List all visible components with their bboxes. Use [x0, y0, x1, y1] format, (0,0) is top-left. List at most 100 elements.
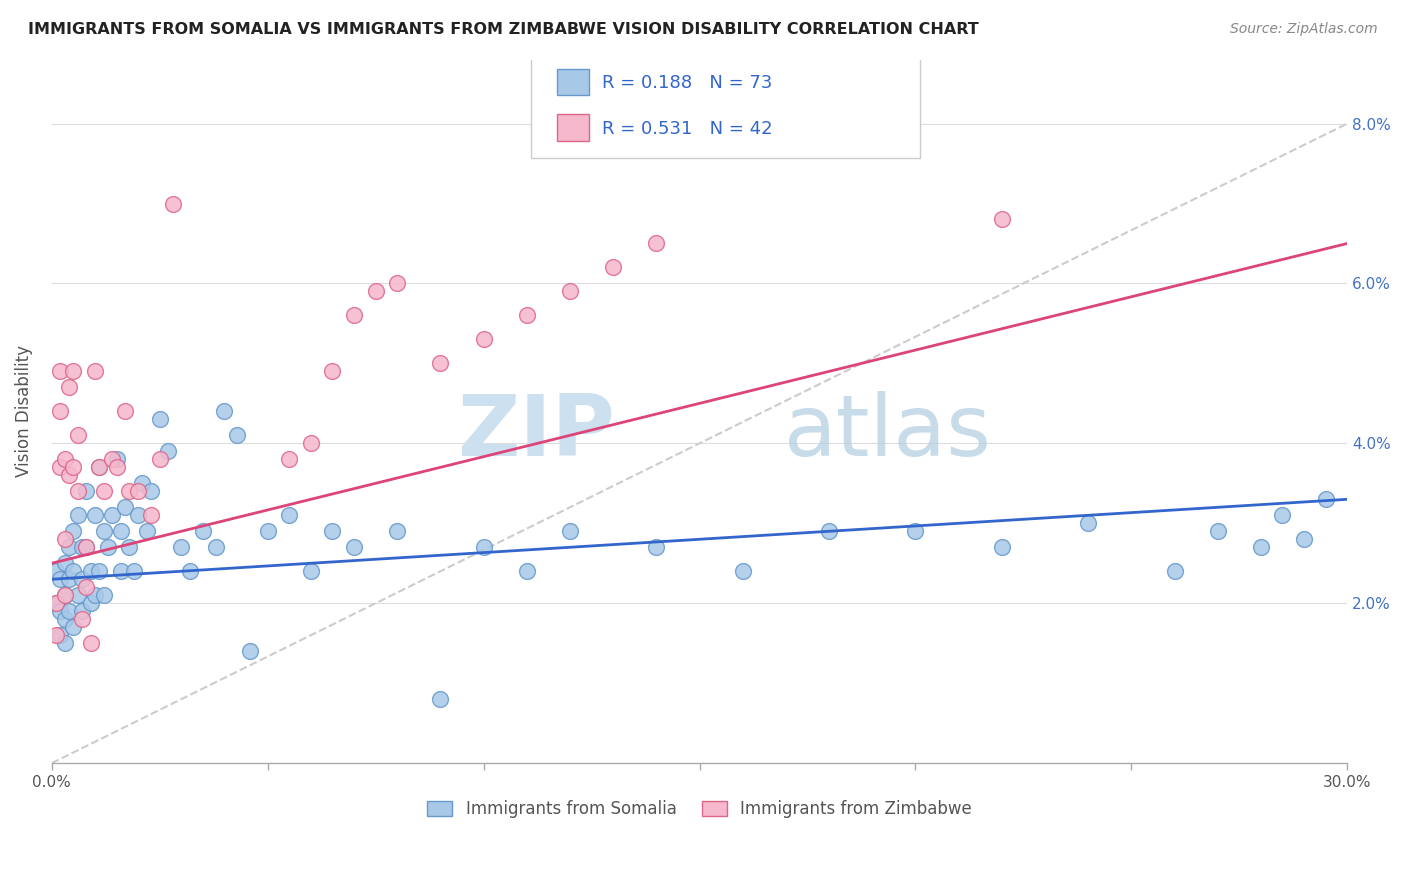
- Point: [53, 533, 76, 547]
- Point: [321, 524, 343, 539]
- Point: [387, 524, 409, 539]
- Legend: Immigrants from Somalia, Immigrants from Zimbabwe: Immigrants from Somalia, Immigrants from…: [420, 794, 979, 825]
- Point: [179, 564, 201, 578]
- Text: R = 0.531   N = 42: R = 0.531 N = 42: [602, 120, 773, 138]
- Point: [62, 564, 84, 578]
- FancyBboxPatch shape: [557, 114, 589, 141]
- Point: [991, 212, 1014, 227]
- Point: [1315, 492, 1337, 507]
- Point: [53, 452, 76, 467]
- Point: [49, 572, 72, 586]
- Point: [191, 524, 214, 539]
- Point: [58, 572, 80, 586]
- Point: [149, 452, 172, 467]
- Point: [991, 541, 1014, 555]
- Point: [70, 541, 93, 555]
- Point: [79, 596, 101, 610]
- Y-axis label: Vision Disability: Vision Disability: [15, 345, 32, 477]
- Point: [45, 564, 67, 578]
- Point: [278, 452, 301, 467]
- Point: [343, 309, 366, 323]
- Point: [75, 580, 97, 594]
- Point: [157, 444, 180, 458]
- Point: [93, 484, 115, 499]
- Point: [75, 541, 97, 555]
- FancyBboxPatch shape: [531, 53, 920, 158]
- Point: [343, 541, 366, 555]
- Point: [53, 612, 76, 626]
- Point: [139, 508, 162, 523]
- Point: [1077, 516, 1099, 531]
- Point: [1271, 508, 1294, 523]
- Point: [93, 524, 115, 539]
- Point: [299, 564, 322, 578]
- Point: [62, 524, 84, 539]
- Point: [429, 692, 451, 706]
- Point: [66, 588, 89, 602]
- Point: [62, 460, 84, 475]
- Point: [364, 285, 387, 299]
- Point: [105, 452, 128, 467]
- Point: [93, 588, 115, 602]
- Point: [110, 564, 132, 578]
- Point: [49, 604, 72, 618]
- Point: [62, 364, 84, 378]
- Point: [110, 524, 132, 539]
- Point: [429, 356, 451, 370]
- Point: [75, 541, 97, 555]
- Point: [49, 404, 72, 418]
- Text: ZIP: ZIP: [457, 391, 616, 474]
- Point: [101, 508, 124, 523]
- Point: [79, 636, 101, 650]
- Point: [53, 636, 76, 650]
- Point: [162, 196, 184, 211]
- Point: [731, 564, 754, 578]
- Point: [1206, 524, 1229, 539]
- Point: [58, 604, 80, 618]
- Point: [53, 556, 76, 570]
- Point: [1163, 564, 1185, 578]
- Point: [135, 524, 157, 539]
- Point: [127, 484, 149, 499]
- Point: [75, 484, 97, 499]
- Point: [66, 484, 89, 499]
- Text: Source: ZipAtlas.com: Source: ZipAtlas.com: [1230, 22, 1378, 37]
- Text: R = 0.188   N = 73: R = 0.188 N = 73: [602, 74, 773, 92]
- Point: [818, 524, 841, 539]
- Point: [89, 460, 111, 475]
- Point: [239, 644, 262, 658]
- Point: [516, 309, 538, 323]
- Point: [558, 524, 581, 539]
- Point: [84, 508, 107, 523]
- Point: [170, 541, 193, 555]
- Point: [118, 484, 141, 499]
- Point: [66, 508, 89, 523]
- Point: [516, 564, 538, 578]
- Point: [101, 452, 124, 467]
- Point: [62, 620, 84, 634]
- Point: [45, 628, 67, 642]
- Point: [49, 460, 72, 475]
- Point: [84, 588, 107, 602]
- Point: [645, 541, 668, 555]
- Point: [256, 524, 278, 539]
- Point: [472, 333, 495, 347]
- Point: [214, 404, 236, 418]
- Point: [321, 364, 343, 378]
- Point: [49, 364, 72, 378]
- Point: [89, 460, 111, 475]
- Point: [1250, 541, 1272, 555]
- Point: [89, 564, 111, 578]
- Point: [127, 508, 149, 523]
- Point: [53, 588, 76, 602]
- Point: [45, 596, 67, 610]
- Text: atlas: atlas: [783, 391, 991, 474]
- Point: [149, 412, 172, 426]
- Point: [114, 500, 136, 515]
- Point: [1294, 533, 1316, 547]
- Point: [122, 564, 145, 578]
- Point: [602, 260, 624, 275]
- Point: [58, 541, 80, 555]
- Point: [53, 588, 76, 602]
- Point: [49, 628, 72, 642]
